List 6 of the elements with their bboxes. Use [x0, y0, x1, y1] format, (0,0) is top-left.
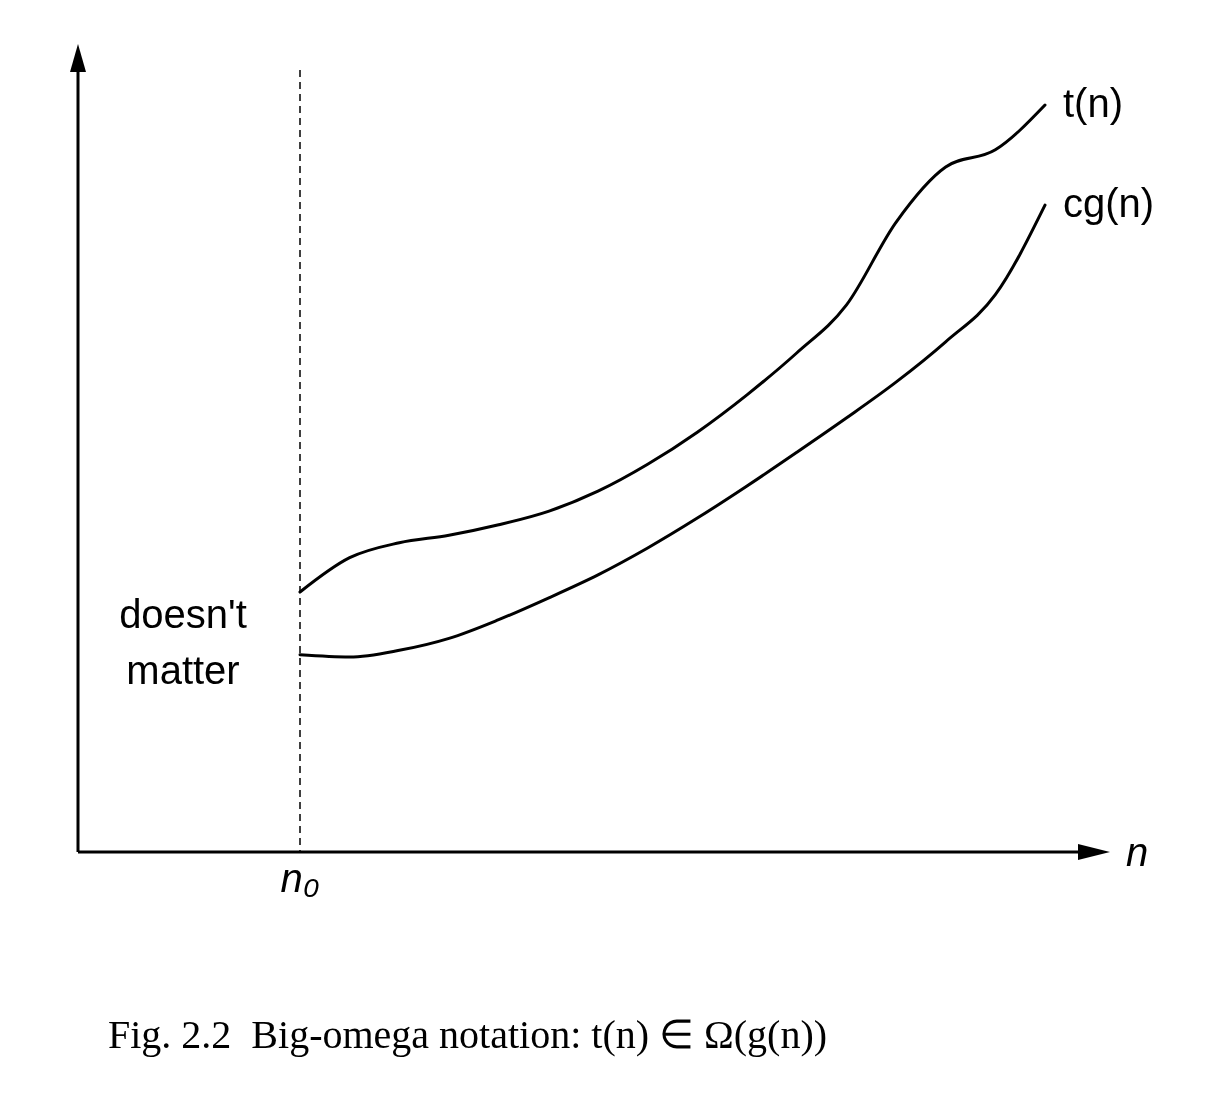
text: doesn't matter [119, 592, 247, 692]
series-label: t(n) [1063, 81, 1123, 125]
series-label: cg(n) [1063, 181, 1155, 226]
text: Fig. 2.2 Big-omega notation: t(n) ∈ Ω(g(n)) [108, 1012, 828, 1057]
text: n₀ [280, 856, 320, 900]
x-axis-title: n [1126, 830, 1149, 874]
